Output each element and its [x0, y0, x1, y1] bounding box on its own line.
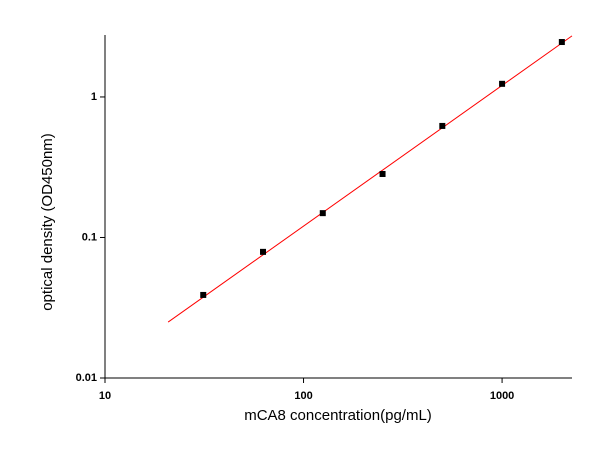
point [379, 170, 386, 177]
y-axis-label: optical density (OD450nm) [39, 133, 56, 311]
x-tick-label: 10 [99, 390, 111, 402]
y-tick-label: 0.1 [82, 231, 97, 243]
point [319, 210, 326, 217]
x-tick-label: 100 [294, 390, 312, 402]
point [439, 122, 446, 129]
y-tick-label: 0.01 [76, 372, 97, 384]
point [558, 39, 565, 46]
x-axis-label: mCA8 concentration(pg/mL) [244, 407, 432, 424]
fit-line [167, 35, 573, 323]
x-tick-label: 1000 [490, 390, 514, 402]
point [499, 80, 506, 87]
point [200, 291, 207, 298]
y-tick-label: 1 [91, 91, 97, 103]
point [260, 248, 267, 255]
